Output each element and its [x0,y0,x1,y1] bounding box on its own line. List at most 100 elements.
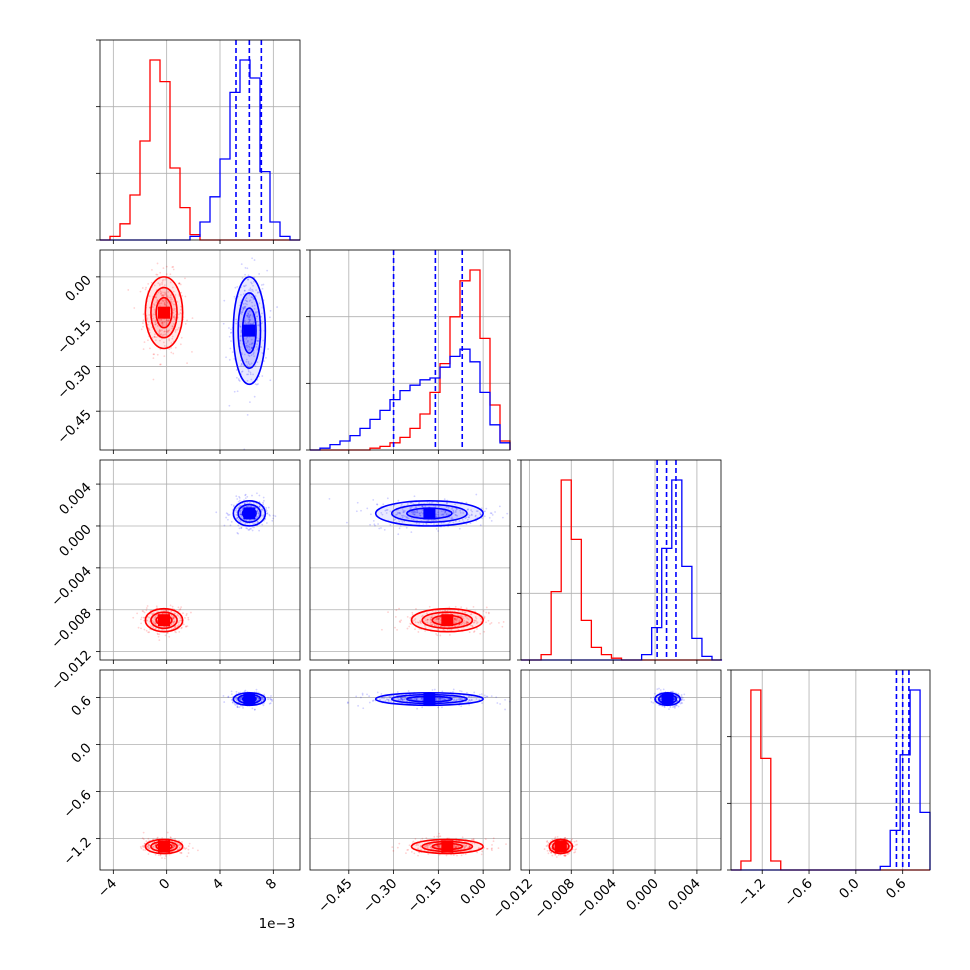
scatter-point [162,267,165,270]
scatter-point [173,612,176,615]
scatter-point [479,632,482,635]
scatter-point [246,303,248,306]
scatter-point [454,513,457,516]
scatter-point [148,314,151,316]
scatter-point [441,698,444,701]
scatter-point [388,695,391,698]
scatter-point [475,493,478,496]
scatter-point [261,696,264,699]
scatter-point [249,287,252,290]
scatter-point [252,353,255,356]
scatter-point [457,625,459,628]
scatter-point [238,499,241,502]
scatter-point [376,503,379,506]
scatter-point [239,504,242,507]
scatter-point [433,523,435,526]
scatter-point [174,317,176,320]
scatter-point [173,300,175,303]
scatter-point [167,609,170,612]
scatter-point [465,620,468,623]
scatter-point [390,699,393,702]
scatter-point [420,848,423,851]
scatter-point [376,503,378,506]
scatter-point [369,513,372,516]
scatter-point [174,837,176,840]
scatter-point [230,331,233,334]
scatter-point [405,516,408,519]
scatter-point [241,306,244,309]
scatter-point [430,616,433,619]
scatter-point [463,623,466,626]
scatter-point [396,513,399,516]
scatter-point [261,306,264,309]
scatter-point [151,613,154,616]
y-tick-label: 0.6 [68,693,95,720]
scatter-point [413,513,416,516]
density-peak-blue [661,693,674,706]
scatter-point [153,335,156,338]
scatter-point [152,357,155,360]
scatter-point [164,279,167,281]
scatter-point [460,615,463,618]
panel-frame [99,459,301,661]
scatter-point [262,699,265,702]
scatter-point [401,699,404,701]
scatter-point [179,619,182,622]
y-tick-label: −0.004 [48,563,95,610]
scatter-point [466,617,469,620]
scatter-point [172,265,175,268]
scatter-point [470,514,473,517]
scatter-point [234,698,236,701]
scatter-point [403,697,406,700]
scatter-point [238,496,241,499]
scatter-point [161,321,164,323]
scatter-point [242,293,245,296]
x-tick-label: 0.6 [883,876,910,903]
scatter-point [239,698,242,701]
scatter-point [451,696,454,699]
scatter-point [460,624,463,627]
scatter-point [454,625,457,627]
scatter-point [252,523,255,525]
scatter-point [421,505,424,508]
scatter-point [250,346,253,349]
scatter-point [473,630,476,633]
scatter-point [132,616,135,619]
scatter-point [256,292,259,294]
scatter-point [246,314,249,317]
scatter-point [424,630,427,632]
scatter-point [377,523,379,525]
scatter-point [439,616,442,619]
panel-2-0 [132,492,277,642]
scatter-point [182,612,184,615]
scatter-point [263,693,266,696]
scatter-point [467,695,470,698]
scatter-point [238,706,241,709]
scatter-point [400,503,403,506]
scatter-point [416,511,419,514]
scatter-point [249,401,251,404]
scatter-point [168,853,171,856]
scatter-point [469,522,472,525]
scatter-point [438,621,441,624]
scatter-point [151,315,154,317]
scatter-point [143,341,146,344]
scatter-point [230,340,232,342]
scatter-point [240,363,243,366]
scatter-point [154,320,157,323]
scatter-point [485,507,488,510]
scatter-point [403,509,406,512]
scatter-point [468,845,471,847]
scatter-point [239,521,242,523]
scatter-point [653,696,655,699]
scatter-point [251,296,254,299]
scatter-point [457,698,460,701]
scatter-point [454,509,457,512]
scatter-point [550,851,553,854]
scatter-point [438,845,441,848]
scatter-point [413,495,416,498]
scatter-point [445,513,448,516]
scatter-point [437,845,439,848]
scatter-point [455,508,458,511]
scatter-point [142,846,145,849]
